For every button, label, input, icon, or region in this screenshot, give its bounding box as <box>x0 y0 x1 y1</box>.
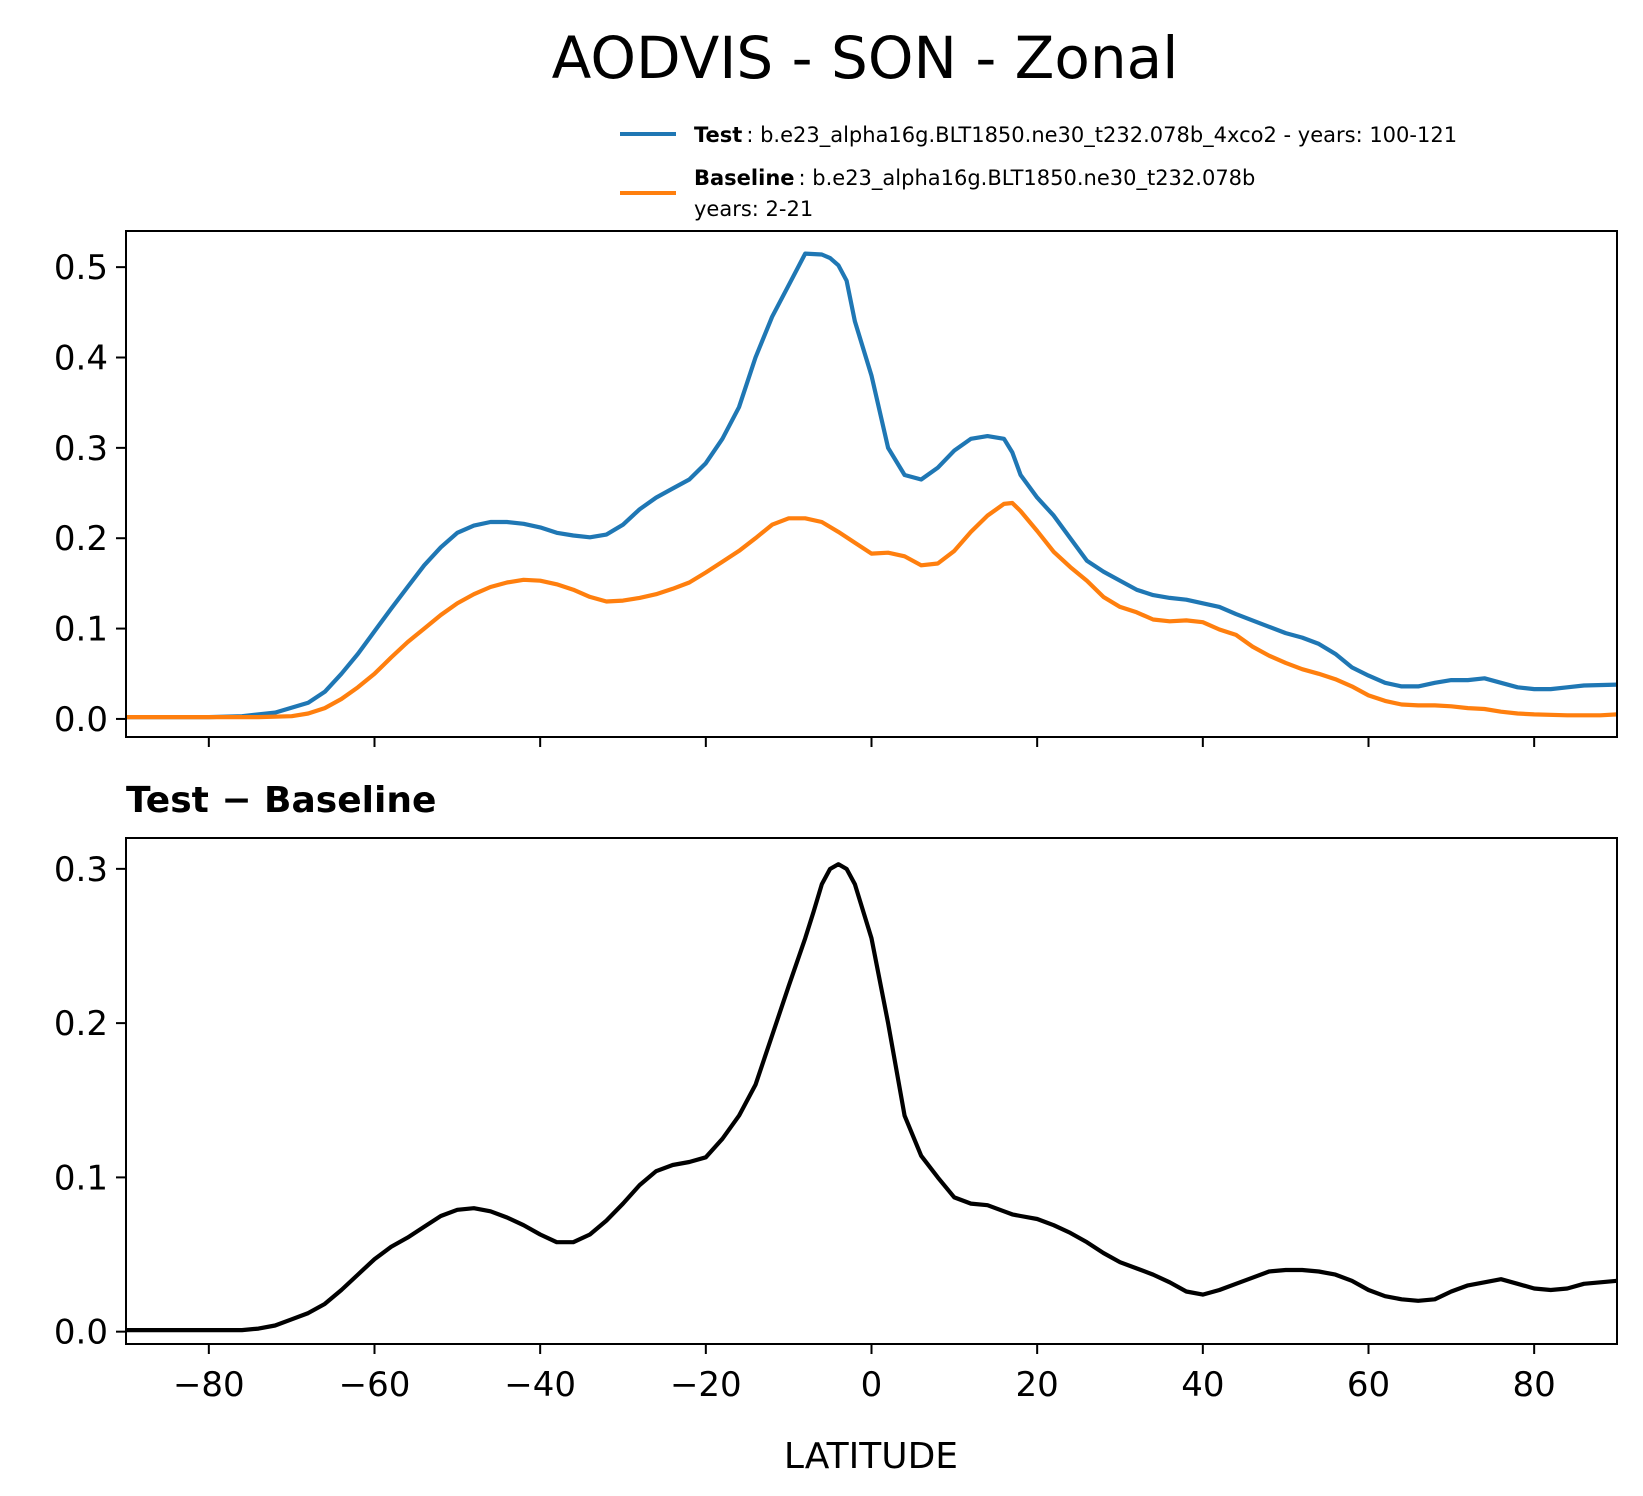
bottom-x-tick-label: −80 <box>173 1365 245 1405</box>
top-baseline-line <box>126 500 1618 720</box>
top-y-tick-label: 0.5 <box>54 248 108 288</box>
difference-panel-title: Test − Baseline <box>126 780 436 821</box>
top-series-group <box>126 251 1618 720</box>
bottom-x-ticks: −80 −60 −40 −20 0 20 40 60 80 <box>173 1344 1556 1405</box>
bottom-x-tick-label: 60 <box>1347 1365 1390 1405</box>
bottom-y-tick-label: 0.3 <box>54 850 108 890</box>
top-y-tick-label: 0.4 <box>54 339 108 379</box>
bottom-difference-line <box>126 862 1618 1333</box>
top-y-ticks: 0.0 0.1 0.2 0.3 0.4 0.5 <box>54 248 126 740</box>
top-y-tick-label: 0.0 <box>54 700 108 740</box>
bottom-axes-frame <box>125 837 1618 1345</box>
legend-baseline-name: Baseline <box>694 166 795 190</box>
bottom-y-tick-label: 0.0 <box>54 1313 108 1353</box>
bottom-x-tick-label: −20 <box>670 1365 742 1405</box>
bottom-panel: 0.0 0.1 0.2 0.3 −80 −60 −40 −20 0 20 40 60 80 <box>54 837 1618 1405</box>
bottom-x-tick-label: 40 <box>1181 1365 1224 1405</box>
legend-test-name: Test <box>694 123 742 147</box>
bottom-series-group <box>126 862 1618 1333</box>
top-test-line <box>126 251 1618 720</box>
legend-baseline-text: : b.e23_alpha16g.BLT1850.ne30_t232.078b <box>799 166 1256 191</box>
bottom-y-tick-label: 0.1 <box>54 1158 108 1198</box>
top-y-tick-label: 0.3 <box>54 429 108 469</box>
bottom-x-tick-label: 20 <box>1016 1365 1059 1405</box>
legend: Test: b.e23_alpha16g.BLT1850.ne30_t232.0… <box>620 123 1457 221</box>
x-axis-label: LATITUDE <box>784 1436 958 1477</box>
bottom-x-tick-label: −40 <box>504 1365 576 1405</box>
legend-baseline-entry: Baseline: b.e23_alpha16g.BLT1850.ne30_t2… <box>694 166 1255 191</box>
bottom-x-tick-label: 80 <box>1513 1365 1556 1405</box>
legend-test-text: : b.e23_alpha16g.BLT1850.ne30_t232.078b_… <box>746 123 1457 148</box>
bottom-x-tick-label: −60 <box>339 1365 411 1405</box>
bottom-x-tick-label: 0 <box>861 1365 883 1405</box>
top-axes-frame <box>125 230 1618 738</box>
top-y-tick-label: 0.1 <box>54 610 108 650</box>
bottom-y-tick-label: 0.2 <box>54 1004 108 1044</box>
figure-title: AODVIS - SON - Zonal <box>552 24 1179 92</box>
top-y-tick-label: 0.2 <box>54 519 108 559</box>
top-x-ticks <box>207 737 1536 747</box>
top-panel: 0.0 0.1 0.2 0.3 0.4 0.5 <box>54 230 1618 747</box>
legend-baseline-years: years: 2-21 <box>694 197 813 221</box>
bottom-y-ticks: 0.0 0.1 0.2 0.3 <box>54 850 126 1353</box>
legend-test-entry: Test: b.e23_alpha16g.BLT1850.ne30_t232.0… <box>694 123 1457 148</box>
